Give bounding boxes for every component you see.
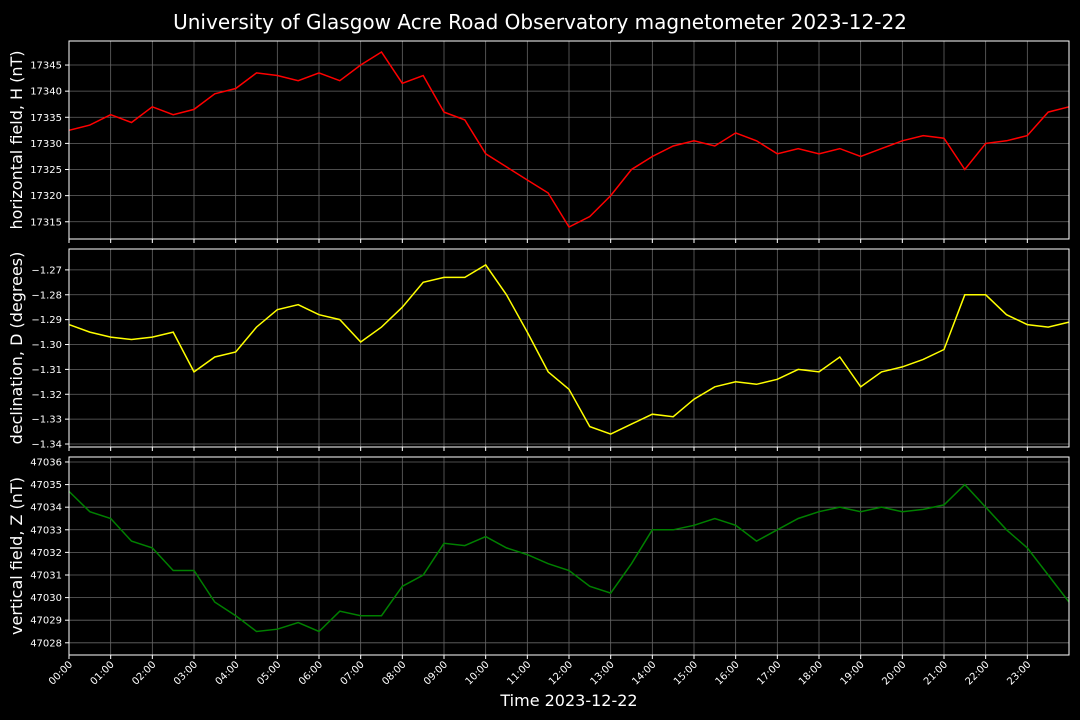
y-tick-label: −1.29 bbox=[31, 315, 62, 326]
chart-title: University of Glasgow Acre Road Observat… bbox=[173, 10, 907, 34]
y-tick-label: −1.32 bbox=[31, 390, 62, 401]
y-tick-label: 47035 bbox=[30, 480, 62, 491]
y-tick-label: 47032 bbox=[30, 548, 62, 559]
x-tick-label: 05:00 bbox=[255, 659, 283, 687]
x-tick-label: 20:00 bbox=[880, 659, 908, 687]
y-tick-label: −1.27 bbox=[31, 265, 62, 276]
x-tick-label: 22:00 bbox=[964, 659, 992, 687]
x-tick-label: 23:00 bbox=[1005, 659, 1033, 687]
x-tick-label: 19:00 bbox=[839, 659, 867, 687]
x-tick-label: 14:00 bbox=[630, 659, 658, 687]
data-line bbox=[68, 263, 1070, 435]
y-tick-label: 17320 bbox=[30, 191, 62, 202]
y-tick-label: 17315 bbox=[30, 217, 62, 228]
x-tick-label: 11:00 bbox=[505, 659, 533, 687]
data-line bbox=[68, 483, 1070, 633]
y-tick-label: 47033 bbox=[30, 525, 62, 536]
y-axis-label: declination, D (degrees) bbox=[7, 252, 26, 445]
y-tick-label: 47036 bbox=[30, 457, 62, 468]
y-tick-label: −1.30 bbox=[31, 340, 62, 351]
x-tick-label: 00:00 bbox=[47, 659, 75, 687]
axes-frame bbox=[68, 248, 1070, 448]
axes-frame bbox=[68, 456, 1070, 656]
x-tick-label: 06:00 bbox=[297, 659, 325, 687]
x-tick-label: 07:00 bbox=[339, 659, 367, 687]
y-tick-label: 47031 bbox=[30, 570, 62, 581]
y-tick-label: 17330 bbox=[30, 139, 62, 150]
x-tick-label: 21:00 bbox=[922, 659, 950, 687]
x-tick-label: 01:00 bbox=[89, 659, 117, 687]
data-line bbox=[68, 50, 1070, 228]
x-tick-label: 09:00 bbox=[422, 659, 450, 687]
y-tick-label: 47034 bbox=[30, 503, 62, 514]
x-tick-label: 10:00 bbox=[464, 659, 492, 687]
y-tick-label: 17340 bbox=[30, 87, 62, 98]
x-tick-label: 15:00 bbox=[672, 659, 700, 687]
y-axis-label: horizontal field, H (nT) bbox=[7, 50, 26, 229]
x-tick-label: 04:00 bbox=[214, 659, 242, 687]
x-tick-label: 08:00 bbox=[380, 659, 408, 687]
x-tick-label: 16:00 bbox=[714, 659, 742, 687]
y-tick-label: 47029 bbox=[30, 616, 62, 627]
x-tick-label: 13:00 bbox=[589, 659, 617, 687]
y-tick-label: −1.33 bbox=[31, 415, 62, 426]
y-tick-label: 17325 bbox=[30, 165, 62, 176]
axes-frame bbox=[68, 40, 1070, 240]
x-tick-label: 12:00 bbox=[547, 659, 575, 687]
y-tick-label: 47028 bbox=[30, 638, 62, 649]
y-axis-label: vertical field, Z (nT) bbox=[7, 477, 26, 635]
y-tick-label: −1.34 bbox=[31, 440, 62, 451]
x-tick-label: 18:00 bbox=[797, 659, 825, 687]
x-tick-label: 03:00 bbox=[172, 659, 200, 687]
y-tick-label: 47030 bbox=[30, 593, 62, 604]
x-axis-label: Time 2023-12-22 bbox=[499, 691, 637, 710]
y-tick-label: −1.31 bbox=[31, 365, 62, 376]
x-tick-label: 02:00 bbox=[130, 659, 158, 687]
y-tick-label: 17335 bbox=[30, 113, 62, 124]
y-tick-label: 17345 bbox=[30, 61, 62, 72]
y-tick-label: −1.28 bbox=[31, 290, 62, 301]
x-tick-label: 17:00 bbox=[755, 659, 783, 687]
